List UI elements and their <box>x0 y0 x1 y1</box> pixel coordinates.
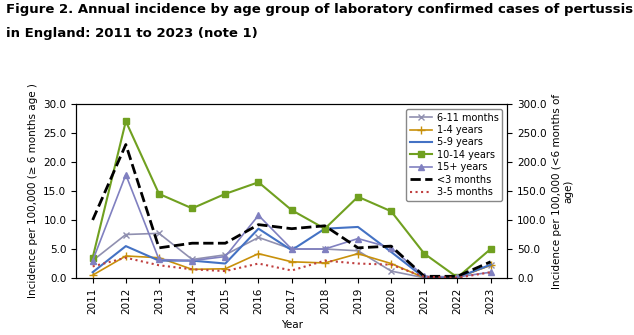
Y-axis label: Incidence per 100,000 (≥ 6 months age ): Incidence per 100,000 (≥ 6 months age ) <box>28 83 37 298</box>
Text: Figure 2. Annual incidence by age group of laboratory confirmed cases of pertuss: Figure 2. Annual incidence by age group … <box>6 3 633 16</box>
Legend: 6-11 months, 1-4 years, 5-9 years, 10-14 years, 15+ years, <3 months, 3-5 months: 6-11 months, 1-4 years, 5-9 years, 10-14… <box>406 109 502 201</box>
X-axis label: Year: Year <box>281 320 302 330</box>
Y-axis label: Incidence per 100,000 (<6 months of
age): Incidence per 100,000 (<6 months of age) <box>552 93 574 288</box>
Text: in England: 2011 to 2023 (note 1): in England: 2011 to 2023 (note 1) <box>6 27 258 40</box>
